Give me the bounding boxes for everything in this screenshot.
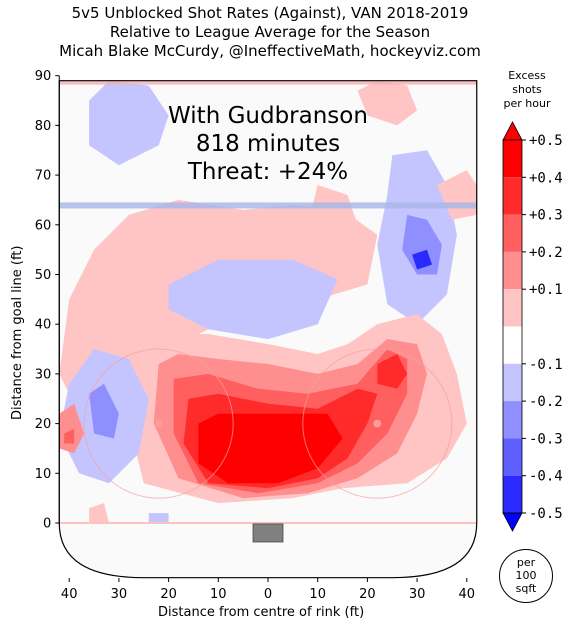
colorbar-tick-label: +0.4 [529,170,563,186]
colorbar-title: Excess shots per hour [500,69,554,111]
per-100-sqft-badge: per 100 sqft [499,549,553,603]
chart-title-line1: 5v5 Unblocked Shot Rates (Against), VAN … [71,4,469,22]
y-tick-label: 60 [35,218,52,233]
contour-10 [307,185,358,245]
contour-22 [148,513,169,523]
colorbar-band-0.3 [503,214,522,252]
faceoff-circle-right [302,348,453,499]
colorbar-bottom-arrow [502,512,523,532]
y-tick-label: 30 [35,367,52,382]
faceoff-dot-left [154,419,163,428]
x-tick-label: 30 [111,587,128,602]
y-tick-label: 10 [35,467,52,482]
contour-8 [412,249,432,270]
colorbar-title-line3: per hour [503,97,551,110]
y-axis-label: Distance from goal line (ft) [10,245,25,420]
contour-15 [198,413,343,484]
blue-line [59,202,477,209]
annotation-line2: 818 minutes [196,131,340,157]
per-line1: per [516,556,536,569]
colorbar-tick-label: -0.2 [529,394,563,410]
x-tick-label: 40 [61,587,78,602]
colorbar-top-arrow [502,121,523,141]
colorbar-title-line2: shots [512,83,542,96]
annotation-line3: Threat: +24% [187,159,348,185]
x-tick-label: 0 [264,587,272,602]
colorbar-tick-label: -0.3 [529,431,563,447]
contour-20 [64,428,75,444]
colorbar-band--0.1 [503,363,522,402]
x-tick-label: 20 [160,587,177,602]
annotation-line1: With Gudbranson [168,103,368,129]
colorbar-tick-label: +0.1 [529,282,563,298]
contour-3 [168,259,338,340]
rink-boards [58,80,478,579]
contour-5 [357,80,418,126]
colorbar-band--0.2 [503,401,522,439]
contour-21 [89,503,109,523]
contour-7 [402,214,442,275]
colorbar-title-line1: Excess [508,69,546,82]
colorbar-frame [502,139,523,514]
colorbar-band-0.1 [503,289,522,327]
faceoff-circle-left [83,348,234,499]
goal-net [252,523,284,543]
colorbar-tick-label: -0.5 [529,506,563,522]
contour-16 [377,354,408,389]
y-tick-label: 40 [35,318,52,333]
colorbar-tick-label: +0.3 [529,208,563,224]
colorbar-tick-label: +0.2 [529,245,563,261]
x-tick-label: 10 [210,587,227,602]
y-tick-label: 70 [35,169,52,184]
y-tick-label: 0 [43,517,51,532]
centre-red-line [59,80,477,85]
colorbar-band-0.4 [503,177,522,215]
colorbar-band--0.3 [503,438,522,476]
x-tick-label: 40 [459,587,476,602]
per-line3: sqft [515,582,537,595]
colorbar-tick-label: -0.1 [529,357,563,373]
faceoff-dot-right [373,419,382,428]
colorbar-band--0.4 [503,475,522,513]
colorbar-tick-label: +0.5 [529,133,563,149]
chart-title-line2: Relative to League Average for the Seaso… [109,23,431,41]
contour-18 [89,383,119,439]
y-tick-label: 80 [35,119,52,134]
colorbar-band-0.5 [503,140,522,178]
chart-title-line3: Micah Blake McCurdy, @IneffectiveMath, h… [59,42,481,60]
colorbar-band-0.2 [503,251,522,290]
colorbar-tick-label: -0.4 [529,469,563,485]
contour-4 [89,80,169,166]
x-tick-label: 20 [359,587,376,602]
y-tick-label: 20 [35,417,52,432]
y-tick-label: 50 [35,268,52,283]
y-tick-label: 90 [35,69,52,84]
per-line2: 100 [515,569,537,582]
x-tick-label: 30 [409,587,426,602]
x-axis-label: Distance from centre of rink (ft) [158,605,365,620]
colorbar-band-0 [503,326,522,364]
x-tick-label: 10 [309,587,326,602]
